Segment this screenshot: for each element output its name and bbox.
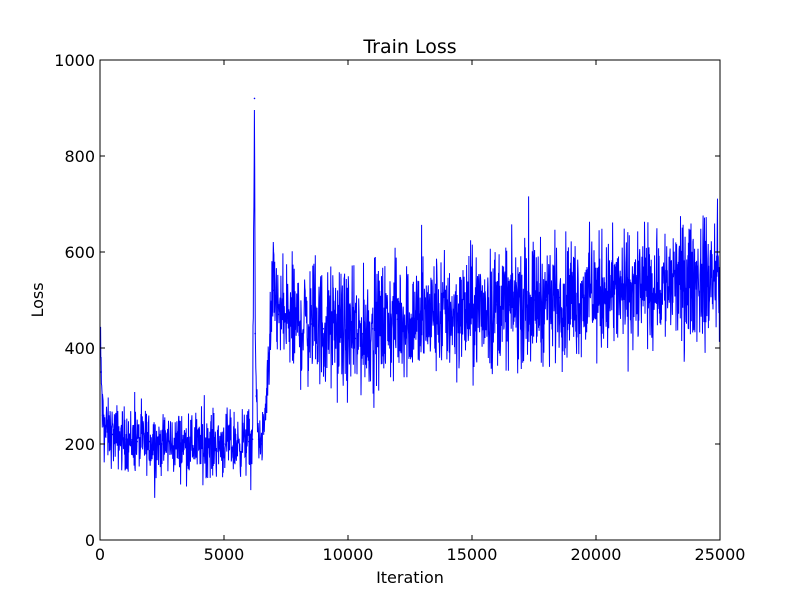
loss-data-point (235, 443, 238, 445)
x-axis: 0 5000 10000 15000 20000 25000 (95, 60, 746, 564)
loss-data-point (558, 296, 560, 299)
loss-data-point (297, 323, 300, 325)
loss-data-point (354, 337, 357, 340)
loss-data-point (632, 289, 634, 292)
x-tick-label: 15000 (447, 545, 498, 564)
loss-data-point (100, 371, 102, 373)
loss-data-point (260, 443, 263, 445)
y-axis: 0 200 400 600 800 1000 (54, 51, 720, 550)
loss-data-point (458, 313, 461, 316)
plot-frame (99, 59, 721, 541)
loss-data-point (255, 395, 257, 397)
loss-series-line (100, 109, 720, 498)
loss-data-point (384, 323, 387, 325)
loss-data-point (136, 440, 138, 443)
loss-data-point (582, 294, 585, 297)
loss-data-point (251, 438, 254, 441)
y-tick-label: 800 (64, 147, 95, 166)
y-tick-label: 1000 (54, 51, 95, 70)
loss-data-point (669, 284, 672, 287)
x-axis-label: Iteration (376, 568, 444, 587)
loss-data-point (446, 313, 449, 316)
loss-data-point (186, 443, 188, 445)
loss-data-point (657, 284, 659, 287)
loss-data-point (372, 328, 374, 330)
loss-data-point (570, 296, 572, 299)
y-tick-label: 0 (85, 531, 95, 550)
loss-data-point (198, 443, 200, 445)
loss-data-point (124, 438, 126, 441)
x-tick-label: 20000 (571, 545, 622, 564)
loss-data-point (148, 440, 151, 443)
loss-data-point (682, 282, 684, 285)
loss-data-point (285, 318, 287, 321)
loss-data-point (270, 313, 272, 316)
loss-data-point (496, 304, 498, 306)
loss-data-point (409, 318, 411, 321)
loss-data-point (706, 277, 709, 280)
loss-data-point (334, 328, 337, 330)
loss-data-point (253, 97, 256, 100)
loss-data-point (533, 299, 535, 301)
loss-data-point (607, 292, 610, 294)
loss-data-point (310, 323, 312, 325)
loss-data-point (483, 308, 486, 311)
y-tick-label: 400 (64, 339, 95, 358)
y-axis-label: Loss (28, 282, 47, 317)
loss-data-point (257, 438, 260, 441)
loss-data-point (272, 289, 275, 292)
loss-data-point (265, 404, 268, 407)
loss-data-point (111, 433, 114, 436)
loss-data-point (471, 308, 473, 311)
loss-data-point (520, 304, 523, 306)
chart-title: Train Loss (362, 36, 456, 58)
loss-data-point (362, 332, 364, 335)
loss-data-point (104, 428, 106, 431)
loss-data-point (620, 292, 622, 294)
loss-data-point (396, 318, 399, 321)
loss-data-point (161, 443, 163, 445)
loss-data-point (173, 443, 176, 445)
loss-data-point (694, 280, 696, 282)
loss-data-point (262, 428, 265, 431)
y-tick-label: 600 (64, 243, 95, 262)
loss-data-point (644, 287, 647, 289)
loss-data-point (508, 304, 511, 306)
loss-data-point (267, 356, 270, 359)
loss-data-point (421, 318, 424, 321)
loss-data-point (434, 313, 436, 316)
loss-data-point (248, 440, 250, 443)
x-tick-label: 25000 (695, 545, 746, 564)
x-tick-label: 0 (95, 545, 105, 564)
loss-data-point (106, 431, 109, 433)
loss-data-point (322, 328, 325, 330)
loss-data-point (254, 332, 256, 335)
loss-data-point (545, 299, 548, 301)
x-tick-label: 5000 (204, 545, 245, 564)
loss-data-point (210, 443, 213, 445)
loss-data-point (277, 313, 280, 316)
loss-data-point (347, 332, 349, 335)
x-tick-label: 10000 (323, 545, 374, 564)
loss-data-point (223, 443, 225, 445)
loss-data-point (116, 436, 119, 438)
y-tick-label: 200 (64, 435, 95, 454)
loss-data-point (595, 294, 597, 297)
series-layer (100, 97, 720, 498)
loss-data-point (101, 414, 104, 417)
